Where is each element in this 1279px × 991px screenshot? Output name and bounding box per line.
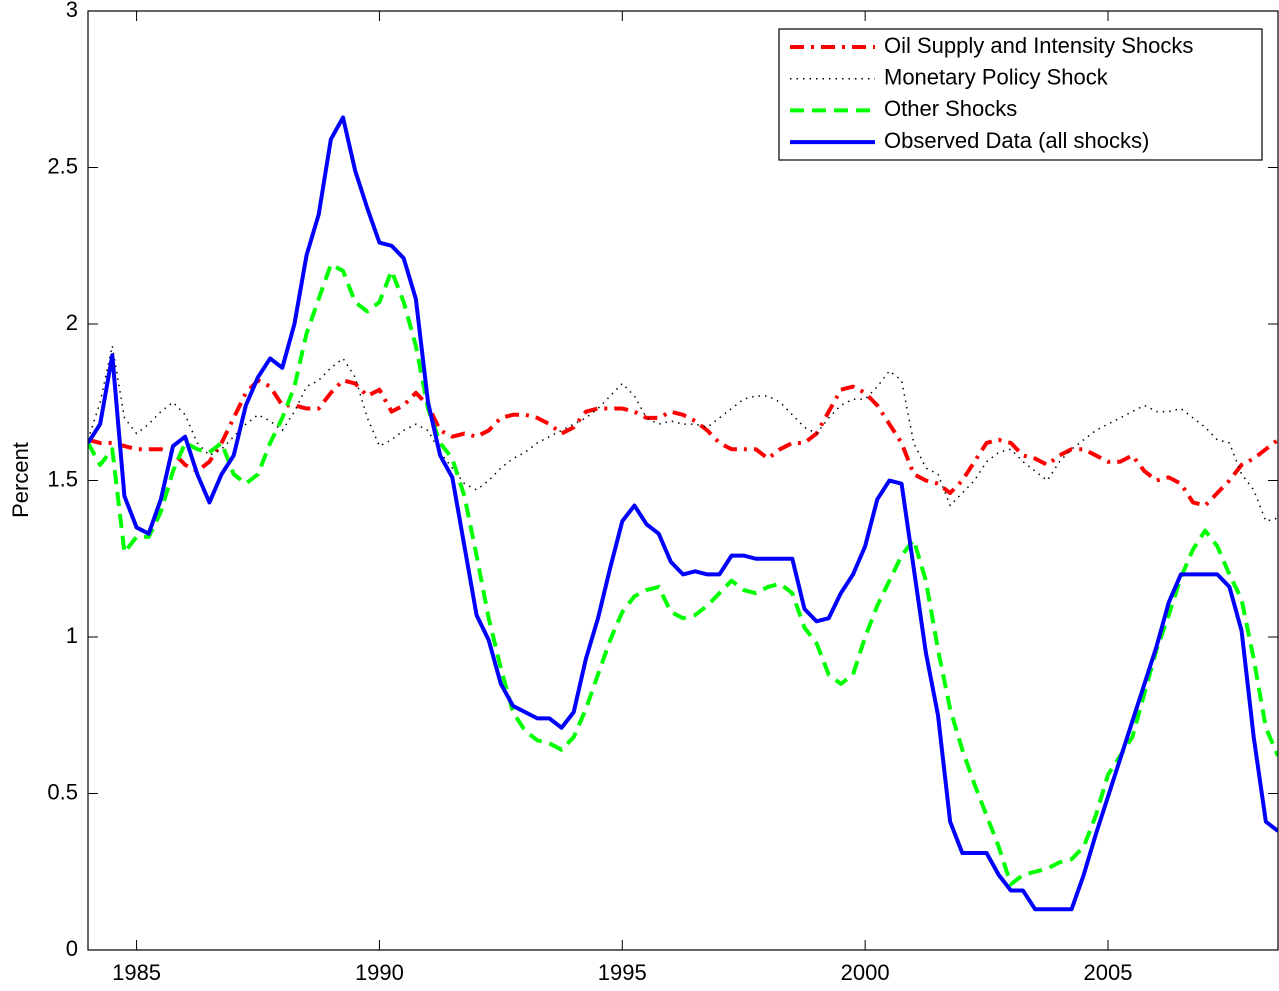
y-tick-label: 2: [66, 310, 78, 335]
series-line: [88, 262, 1278, 887]
y-tick-label: 0: [66, 936, 78, 961]
legend-label: Oil Supply and Intensity Shocks: [884, 33, 1193, 58]
y-tick-label: 2.5: [47, 153, 78, 178]
y-tick-label: 1: [66, 623, 78, 648]
y-tick-label: 1.5: [47, 466, 78, 491]
legend-label: Monetary Policy Shock: [884, 65, 1109, 90]
x-tick-label: 1990: [355, 960, 404, 985]
y-tick-label: 0.5: [47, 779, 78, 804]
legend-box: [778, 28, 1263, 161]
plot-lines: [88, 115, 1278, 912]
y-axis-label: Percent: [8, 442, 33, 518]
x-tick-label: 2005: [1084, 960, 1133, 985]
legend-label: Observed Data (all shocks): [884, 128, 1149, 153]
x-tick-label: 2000: [841, 960, 890, 985]
series-line: [88, 345, 1278, 522]
x-tick-label: 1985: [112, 960, 161, 985]
x-tick-label: 1995: [598, 960, 647, 985]
plot-frame: [87, 10, 1279, 951]
series-line: [88, 378, 1278, 508]
series-line: [88, 115, 1278, 912]
y-tick-label: 3: [66, 0, 78, 22]
legend-label: Other Shocks: [884, 96, 1017, 121]
